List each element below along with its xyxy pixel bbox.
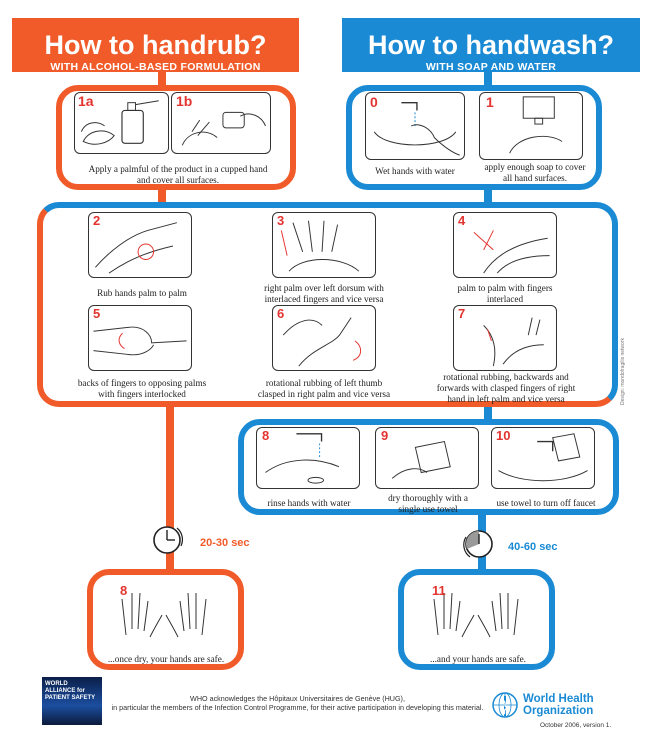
step-11-caption: ...and your hands are safe. [430,654,526,664]
step-7-caption: rotational rubbing, backwards and forwar… [436,372,576,404]
world-alliance-logo: WORLD ALLIANCE for PATIENT SAFETY [42,677,102,725]
fingers-interlaced-icon [473,230,550,274]
step-1b-picture [171,92,271,154]
step-8-safe-caption: ...once dry, your hands are safe. [107,654,225,664]
step-1b-number: 1b [176,93,193,109]
step-2-picture [88,212,192,278]
step-1a-number: 1a [78,93,94,109]
palm-to-palm-icon [95,222,177,274]
step-4-caption: palm to palm with fingers interlaced [457,283,553,304]
ack-line-2: in particular the members of the Infecti… [111,703,484,712]
who-name: World Health Organization [523,693,594,717]
step-7-picture [453,305,557,371]
step-4-number: 4 [458,213,466,228]
acknowledgement: WHO acknowledges the Hôpitaux Universita… [110,694,485,712]
step-3-number: 3 [277,213,285,228]
rub-timer-icon [151,524,184,556]
thumb-rubbing-icon [282,317,362,367]
safe-hands-icon [121,592,207,638]
step-1a-picture [74,92,169,154]
step-3-picture [272,212,376,278]
connector-orange-long [166,403,174,571]
who-emblem-icon [490,690,520,720]
handwash-title: How to handwash? [368,30,614,60]
connector-blue-top [484,72,492,88]
step-7-number: 7 [458,306,466,321]
handrub-subtitle: WITH ALCOHOL-BASED FORMULATION [50,61,261,73]
wash-timer-icon [462,527,496,561]
step-0-caption: Wet hands with water [375,166,455,176]
fingertips-rubbing-icon [483,317,544,367]
connector-orange-1 [158,188,166,206]
palm-over-dorsum-icon [280,220,360,272]
step-10-number: 10 [496,428,511,443]
rinse-faucet-icon [265,433,340,484]
step-9-number: 9 [381,428,389,443]
fingers-interlocked-icon [93,326,187,356]
connector-orange-top [158,72,166,88]
version-date: October 2006, version 1. [540,722,612,729]
step-9-picture [375,427,479,489]
safe-hands-icon [433,592,519,638]
towel-faucet-icon [498,433,588,482]
design-credit: Design: mondofragilis network [620,338,626,405]
faucet-wet-hands-icon [373,102,460,156]
rub-duration: 20-30 sec [200,537,250,549]
step-2-caption: Rub hands palm to palm [97,288,187,298]
step-10-picture [491,427,595,489]
step-8-wash-number: 8 [262,428,270,443]
hands-cupped-dispenser-icon [80,100,159,145]
step-1-soap-caption: apply enough soap to cover all hand surf… [484,162,586,183]
step-3-caption: right palm over left dorsum with interla… [264,283,384,304]
step-0-picture [365,92,465,160]
step-0-number: 0 [370,94,378,110]
step-1-soap-picture [479,92,583,160]
step-11-number: 11 [432,583,446,598]
towel-dry-icon [391,440,451,479]
step-2-number: 2 [93,213,101,228]
step-10-caption: use towel to turn off faucet [496,498,596,508]
who-line-2: Organization [523,705,594,717]
step-8-safe-number: 8 [120,583,128,598]
step-1-number: 1 [486,94,494,110]
hands-pump-bottle-icon [181,111,266,146]
soap-dispenser-icon [509,96,563,154]
step-9-caption: dry thoroughly with a single use towel [388,493,468,514]
step-5-caption: backs of fingers to opposing palms with … [77,378,207,399]
step-8-rinse-picture [256,427,360,489]
handwash-subtitle: WITH SOAP AND WATER [425,61,557,73]
step-8-rinse-caption: rinse hands with water [267,498,351,508]
wash-duration: 40-60 sec [508,541,558,553]
step-4-picture [453,212,557,278]
step-6-picture [272,305,376,371]
step-5-picture [88,305,192,371]
who-line-1: World Health [523,693,594,705]
step-8-safe-picture [106,579,222,647]
handrub-header: How to handrub? WITH ALCOHOL-BASED FORMU… [12,18,299,73]
connector-blue-2 [484,403,492,423]
step-5-number: 5 [93,306,101,321]
handrub-title: How to handrub? [44,30,267,60]
connector-blue-1 [484,188,492,206]
alliance-logo-text: WORLD ALLIANCE for PATIENT SAFETY [45,681,96,701]
ack-line-1: WHO acknowledges the Hôpitaux Universita… [190,694,405,703]
step-6-number: 6 [277,306,285,321]
handwash-header: How to handwash? WITH SOAP AND WATER [342,18,640,73]
step-11-picture [418,579,534,647]
step-1-caption: Apply a palmful of the product in a cupp… [88,164,268,185]
step-6-caption: rotational rubbing of left thumb clasped… [257,378,391,399]
